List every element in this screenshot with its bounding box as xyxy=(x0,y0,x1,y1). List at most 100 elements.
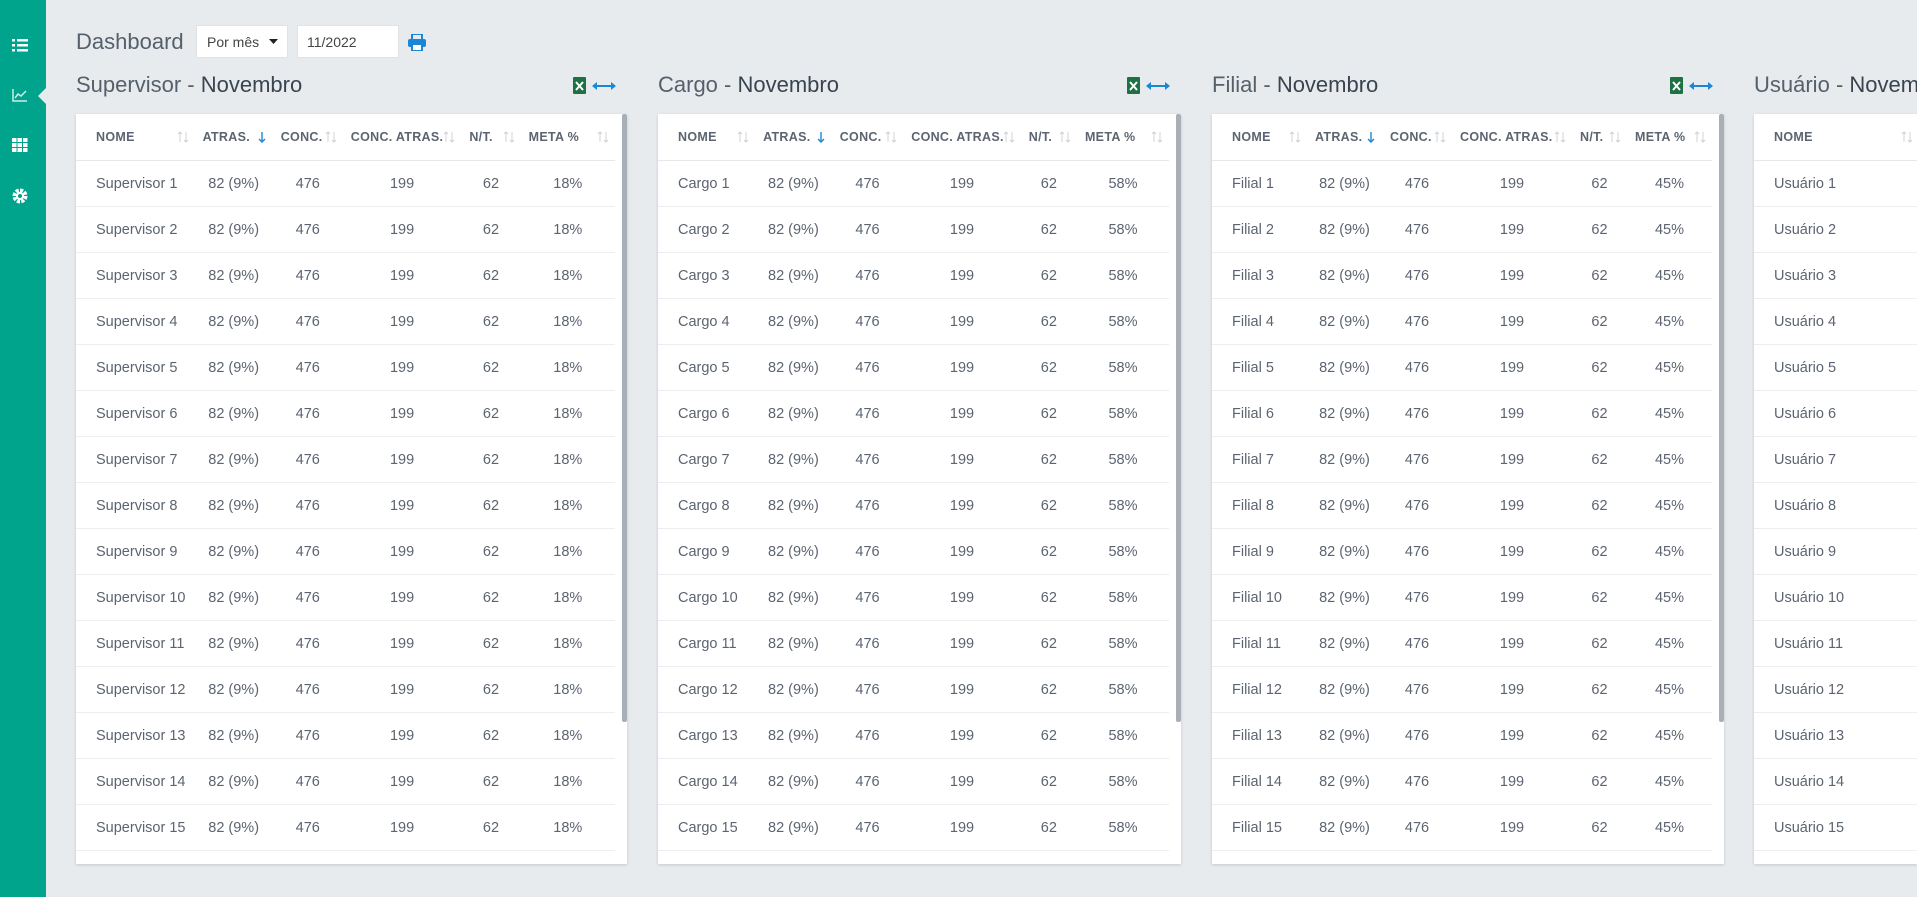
cell: Supervisor 9 xyxy=(76,528,195,575)
export-icons[interactable] xyxy=(572,77,632,95)
column-header[interactable]: N/T. xyxy=(1020,114,1077,161)
table-row: Filial 8 82 (9%) 476 199 62 45% xyxy=(1212,482,1712,529)
cell: 62 xyxy=(461,206,521,253)
cell: Filial 3 xyxy=(1212,252,1307,299)
column-header[interactable]: ATRAS. xyxy=(1307,114,1382,161)
title-separator: - xyxy=(1835,72,1844,97)
cell: 476 xyxy=(831,850,904,864)
table-row: Cargo 12 82 (9%) 476 199 62 58% xyxy=(658,666,1169,713)
cell: 199 xyxy=(1452,850,1572,864)
date-input[interactable]: 11/2022 xyxy=(297,25,399,58)
cell: 199 xyxy=(903,758,1021,805)
cell: 18% xyxy=(520,758,615,805)
sort-icon xyxy=(597,131,609,143)
column-header[interactable]: CONC. xyxy=(831,114,904,161)
cell: 62 xyxy=(461,252,521,299)
column-header[interactable]: CONC. ATRAS. xyxy=(342,114,462,161)
cell: 62 xyxy=(1572,666,1627,713)
export-icons[interactable] xyxy=(1126,77,1186,95)
sort-icon xyxy=(444,131,455,143)
table-row: Cargo 1 82 (9%) 476 199 62 58% xyxy=(658,160,1169,207)
column-header[interactable]: ATRAS. xyxy=(194,114,273,161)
cell: 58% xyxy=(1076,850,1169,864)
panel-name: Filial xyxy=(1212,72,1258,97)
cell: 199 xyxy=(342,758,462,805)
column-label: NOME xyxy=(1232,130,1271,144)
table-head: NOME ATRAS. CONC. CONC. ATRAS. N/T. META % xyxy=(658,114,1169,161)
cell: 62 xyxy=(1572,528,1627,575)
column-header[interactable]: N/T. xyxy=(1572,114,1627,161)
cell: Cargo 9 xyxy=(658,528,756,575)
column-header[interactable]: N/T. xyxy=(461,114,521,161)
cell: 476 xyxy=(831,344,904,391)
cell: 199 xyxy=(903,436,1021,483)
column-header[interactable]: CONC. ATRAS. xyxy=(1452,114,1572,161)
period-select[interactable]: Por mês xyxy=(196,25,288,58)
column-header[interactable]: ATRAS. xyxy=(755,114,832,161)
cell: 62 xyxy=(1572,390,1627,437)
cell: 476 xyxy=(1382,574,1452,621)
column-header[interactable]: META % xyxy=(520,114,615,161)
cell: Filial 5 xyxy=(1212,344,1307,391)
column-header[interactable]: NOME xyxy=(1754,114,1917,161)
cell: Usuário 3 xyxy=(1754,252,1917,299)
table-row: Filial 1 82 (9%) 476 199 62 45% xyxy=(1212,160,1712,207)
cell: 476 xyxy=(1382,298,1452,345)
table-row: Cargo 7 82 (9%) 476 199 62 58% xyxy=(658,436,1169,483)
cell: 45% xyxy=(1627,528,1712,575)
cell: Usuário 12 xyxy=(1754,666,1917,713)
chart-icon[interactable] xyxy=(12,88,28,102)
cell: 82 (9%) xyxy=(1307,712,1382,759)
cell: 82 (9%) xyxy=(194,252,273,299)
cell: 199 xyxy=(1452,436,1572,483)
cell: 58% xyxy=(1076,712,1169,759)
settings-icon[interactable] xyxy=(12,188,28,204)
cell: 45% xyxy=(1627,390,1712,437)
export-icons[interactable] xyxy=(1669,77,1729,95)
cell: 82 (9%) xyxy=(194,666,273,713)
column-header[interactable]: NOME xyxy=(76,114,195,161)
table-row: Filial 11 82 (9%) 476 199 62 45% xyxy=(1212,620,1712,667)
column-header[interactable]: CONC. xyxy=(1382,114,1452,161)
cell: Supervisor 4 xyxy=(76,298,195,345)
column-header[interactable]: CONC. xyxy=(272,114,343,161)
cell: 199 xyxy=(1452,160,1572,207)
list-icon[interactable] xyxy=(12,38,28,52)
column-header[interactable]: NOME xyxy=(1212,114,1307,161)
cell: Filial 1 xyxy=(1212,160,1307,207)
cell: 62 xyxy=(1020,666,1077,713)
cell: 62 xyxy=(1572,344,1627,391)
column-header[interactable]: META % xyxy=(1627,114,1712,161)
cell: Supervisor 2 xyxy=(76,206,195,253)
table-body: Supervisor 1 82 (9%) 476 199 62 18% Supervisor… xyxy=(76,160,615,864)
sort-icon xyxy=(1434,131,1446,143)
panel-name: Usuário xyxy=(1754,72,1830,97)
cell: 62 xyxy=(1572,850,1627,864)
sort-icon xyxy=(1151,131,1163,143)
cell: 58% xyxy=(1076,298,1169,345)
cell: 199 xyxy=(903,206,1021,253)
grid-icon[interactable] xyxy=(12,138,28,152)
column-header[interactable]: META % xyxy=(1076,114,1169,161)
cell: 199 xyxy=(1452,206,1572,253)
cell: 476 xyxy=(831,528,904,575)
cell: 62 xyxy=(1572,482,1627,529)
cell: 58% xyxy=(1076,528,1169,575)
cell: 62 xyxy=(1020,574,1077,621)
column-header[interactable]: NOME xyxy=(658,114,756,161)
cell: 82 (9%) xyxy=(1307,436,1382,483)
scrollbar xyxy=(1719,114,1724,722)
cell: 62 xyxy=(461,298,521,345)
cell: 62 xyxy=(1572,574,1627,621)
column-header[interactable]: CONC. ATRAS. xyxy=(903,114,1021,161)
cell: 62 xyxy=(1572,804,1627,851)
cell: 199 xyxy=(1452,712,1572,759)
sort-icon xyxy=(817,132,825,143)
column-label: CONC. xyxy=(280,130,323,144)
table-row: Cargo 6 82 (9%) 476 199 62 58% xyxy=(658,390,1169,437)
sort-icon xyxy=(885,131,897,143)
print-button[interactable] xyxy=(408,34,426,51)
